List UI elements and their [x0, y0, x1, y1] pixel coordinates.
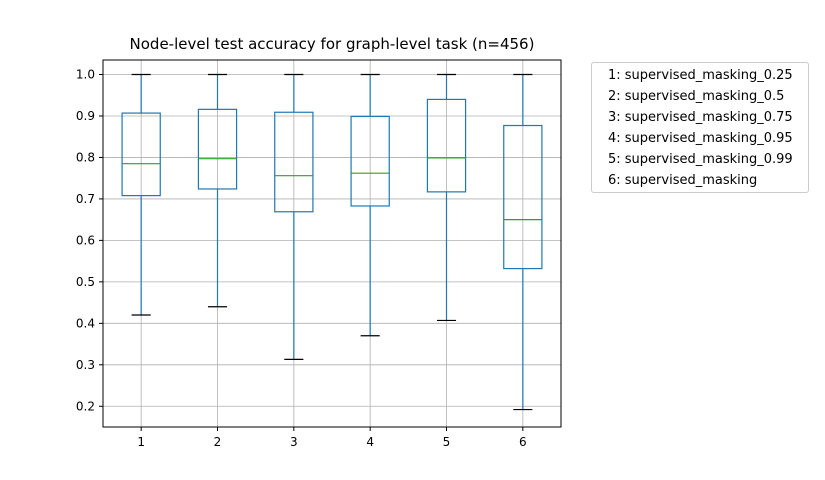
y-tick-label: 0.9	[76, 109, 95, 123]
x-tick-label: 1	[137, 435, 145, 449]
iqr-box	[426, 98, 467, 193]
box-1	[121, 73, 161, 316]
y-tick-label: 0.4	[76, 316, 95, 330]
chart-title: Node-level test accuracy for graph-level…	[130, 35, 535, 53]
iqr-box	[197, 108, 238, 190]
y-tick-label: 0.5	[76, 275, 95, 289]
legend-entry: 1: supervised_masking_0.25	[608, 68, 793, 83]
y-tick-label: 0.3	[76, 358, 95, 372]
y-tick-label: 0.7	[76, 192, 95, 206]
x-tick-label: 2	[214, 435, 222, 449]
x-tick-label: 3	[290, 435, 298, 449]
iqr-box	[503, 124, 543, 270]
y-tick-label: 0.6	[76, 233, 95, 247]
box-5	[426, 73, 467, 322]
y-tick-label: 0.2	[76, 399, 95, 413]
y-tick-label: 0.8	[76, 150, 95, 164]
iqr-box	[350, 115, 390, 207]
box-6	[503, 73, 543, 411]
x-tick-label: 4	[366, 435, 374, 449]
x-tick-label: 6	[519, 435, 527, 449]
iqr-box	[121, 112, 161, 197]
boxes	[121, 73, 543, 411]
grid-lines	[103, 60, 561, 427]
x-tick-label: 5	[443, 435, 451, 449]
legend-entry: 4: supervised_masking_0.95	[608, 131, 793, 146]
box-4	[350, 73, 390, 337]
box-3	[274, 73, 314, 361]
plot-frame	[102, 59, 562, 428]
legend-entry: 2: supervised_masking_0.5	[608, 89, 785, 104]
y-tick-label: 1.0	[76, 68, 95, 82]
legend-entry: 6: supervised_masking	[608, 173, 758, 188]
box-2	[197, 73, 238, 308]
axes: 0.2 0.3 0.4 0.5 0.6 0.7 0.8 0.9 1.0 1 2 3 4 5 6	[76, 59, 562, 449]
legend: 1: supervised_masking_0.25 2: supervised…	[591, 62, 809, 193]
iqr-box	[274, 111, 314, 213]
legend-entry: 5: supervised_masking_0.99	[608, 152, 793, 167]
legend-entry: 3: supervised_masking_0.75	[608, 110, 793, 125]
